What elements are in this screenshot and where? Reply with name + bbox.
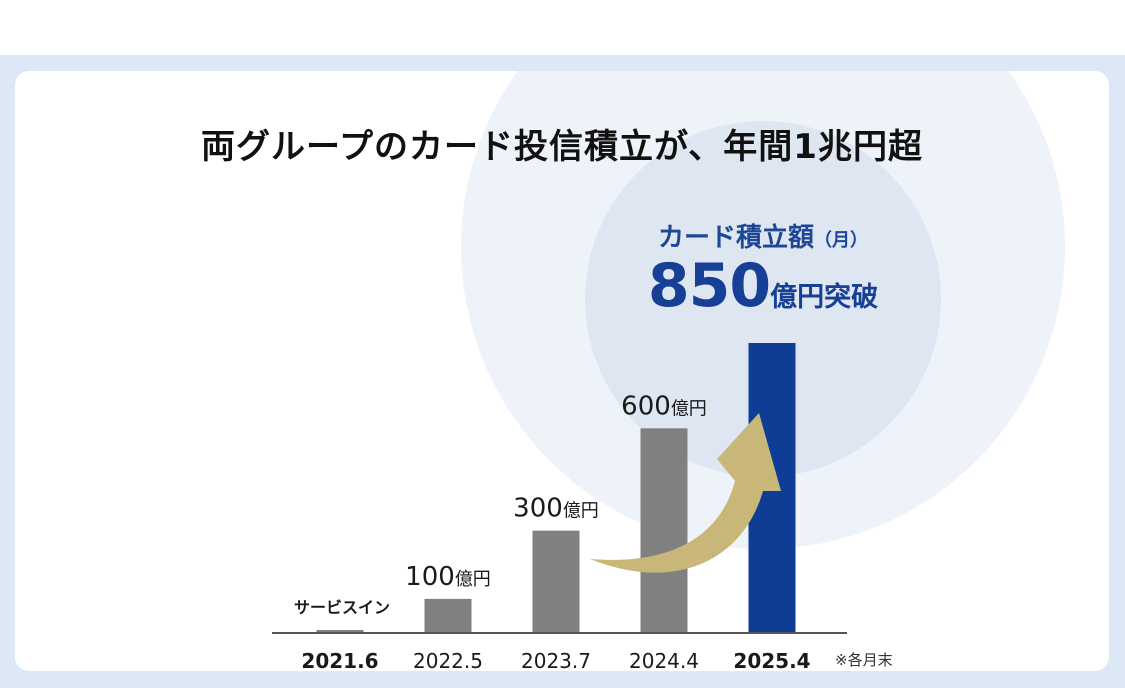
x-tick-label: 2023.7 xyxy=(521,649,591,671)
highlight-value: 850億円突破 xyxy=(585,251,941,321)
highlight-value-unit: 億円突破 xyxy=(770,282,879,313)
highlight-label-text: カード積立額 xyxy=(657,223,814,253)
bars-layer xyxy=(316,343,796,633)
bar-chart: 2021.6 サービスイン 2022.5 100億円 2023.7 300億円 2024.4… xyxy=(272,343,893,671)
x-tick-label: 2021.6 xyxy=(301,649,378,671)
highlight-value-number: 850 xyxy=(647,251,771,321)
data-label: サービスイン xyxy=(294,598,390,617)
data-label: 300億円 xyxy=(513,494,599,524)
x-tick-label: 2024.4 xyxy=(629,649,699,671)
x-tick-label: 2022.5 xyxy=(413,649,483,671)
chart-card: 両グループのカード投信積立が、年間1兆円超 カード積立額（月） 850億円突破 … xyxy=(15,71,1109,671)
bar-2023-7 xyxy=(532,530,580,633)
highlight-label: カード積立額（月） xyxy=(585,217,941,254)
growth-arrow xyxy=(590,413,781,573)
labels-layer: 2021.6 サービスイン 2022.5 100億円 2023.7 300億円 2024.4… xyxy=(294,391,811,671)
data-label: 100億円 xyxy=(405,562,491,592)
chart-title: 両グループのカード投信積立が、年間1兆円超 xyxy=(201,127,923,167)
bar-2021-6 xyxy=(316,630,364,633)
data-label: 600億円 xyxy=(621,391,707,421)
bar-2024-4 xyxy=(640,428,688,633)
footnote: ※各月末 xyxy=(835,651,893,669)
x-tick-label: 2025.4 xyxy=(733,649,810,671)
bar-2022-5 xyxy=(424,598,472,633)
highlight-label-suffix: （月） xyxy=(814,230,868,251)
